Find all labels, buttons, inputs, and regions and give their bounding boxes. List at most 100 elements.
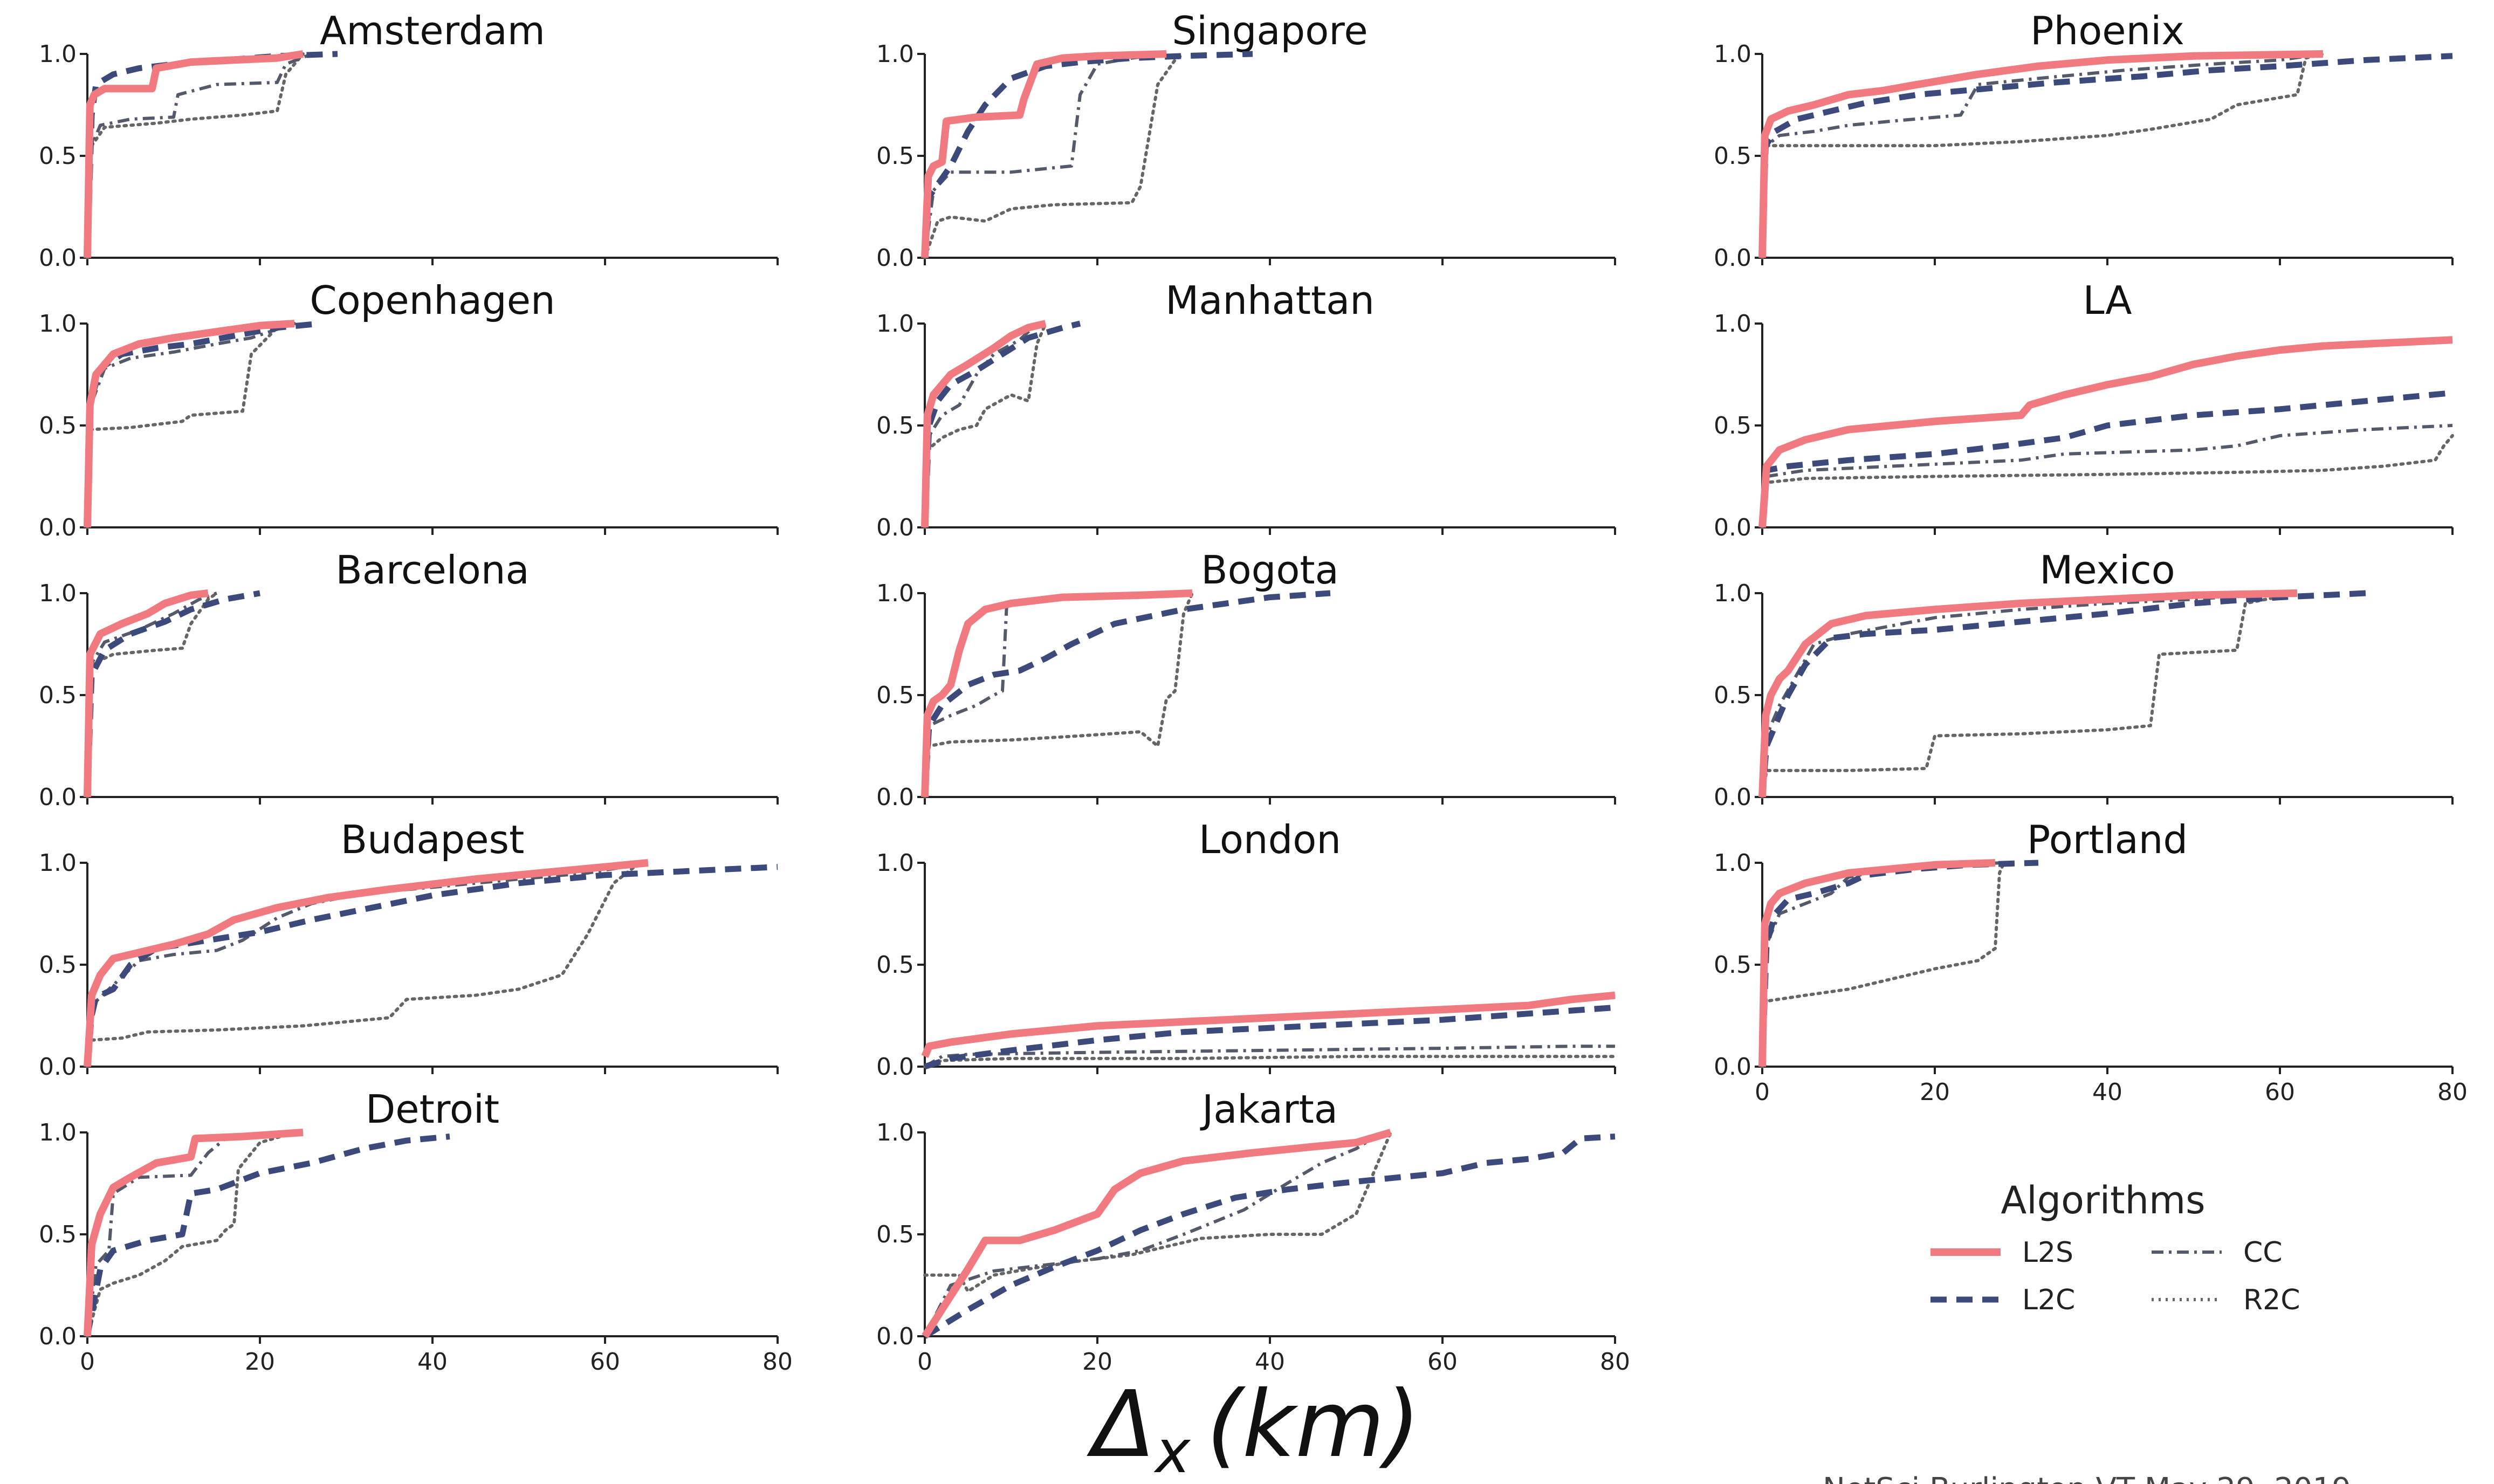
panel-portland: Portland 0.0 0.5 1.0 0 20 40 60 80 <box>1714 817 2468 1106</box>
y-tick-label-jakarta: 0.0 <box>876 1323 914 1350</box>
series-line-r2c-mexico <box>1761 592 2299 799</box>
y-tick-label-budapest: 0.0 <box>39 1053 77 1081</box>
x-tick-label-portland: 20 <box>1920 1078 1950 1106</box>
y-tick-label-singapore: 0.5 <box>876 142 914 170</box>
x-tick-label-jakarta: 80 <box>1600 1348 1630 1376</box>
panel-title-jakarta: Jakarta <box>1200 1087 1338 1132</box>
panel-title-detroit: Detroit <box>366 1087 499 1132</box>
x-tick-label-jakarta: 40 <box>1255 1348 1285 1376</box>
panel-phoenix: Phoenix 0.0 0.5 1.0 <box>1714 8 2454 272</box>
x-tick-label-detroit: 0 <box>80 1348 95 1376</box>
panel-la: LA 0.0 0.5 1.0 <box>1714 278 2454 541</box>
y-tick-label-mexico: 1.0 <box>1714 580 1751 607</box>
series-line-r2c-portland <box>1761 861 2005 1068</box>
series-line-l2s-portland <box>1758 859 1996 1067</box>
series-line-cc-amsterdam <box>86 52 313 258</box>
series-line-cc-phoenix <box>1761 52 2324 258</box>
panel-title-budapest: Budapest <box>341 817 525 862</box>
y-tick-label-copenhagen: 0.0 <box>39 514 77 541</box>
legend-label-cc: CC <box>2243 1236 2283 1269</box>
panel-amsterdam: Amsterdam 0.0 0.5 1.0 <box>39 8 779 272</box>
y-tick-label-barcelona: 0.5 <box>39 682 77 709</box>
series-line-l2c-detroit <box>84 1133 450 1337</box>
series-line-cc-manhattan <box>923 322 1039 528</box>
panel-title-mexico: Mexico <box>2039 547 2175 593</box>
series-line-r2c-la <box>1761 434 2454 529</box>
y-tick-label-amsterdam: 0.0 <box>39 244 77 272</box>
y-tick-label-detroit: 0.5 <box>39 1221 77 1248</box>
series-line-l2c-singapore <box>922 51 1253 258</box>
y-tick-label-phoenix: 1.0 <box>1714 40 1751 68</box>
panel-budapest: Budapest 0.0 0.5 1.0 <box>39 817 779 1081</box>
y-tick-label-barcelona: 1.0 <box>39 580 77 607</box>
panel-title-manhattan: Manhattan <box>1165 278 1375 323</box>
y-tick-label-manhattan: 0.0 <box>876 514 914 541</box>
series-line-l2c-jakarta <box>923 1133 1616 1339</box>
panel-title-la: LA <box>2083 278 2132 323</box>
series-line-l2c-la <box>1759 390 2453 528</box>
y-tick-label-bogota: 0.0 <box>876 784 914 811</box>
panel-title-copenhagen: Copenhagen <box>310 278 555 323</box>
legend-label-l2c: L2C <box>2022 1284 2075 1316</box>
y-tick-label-portland: 1.0 <box>1714 849 1751 877</box>
x-tick-label-portland: 0 <box>1755 1078 1770 1106</box>
series-line-l2s-london <box>921 991 1616 1058</box>
series-line-l2s-barcelona <box>84 589 209 798</box>
panel-title-singapore: Singapore <box>1172 8 1368 53</box>
series-line-l2c-portland <box>1759 860 2039 1067</box>
series-line-r2c-manhattan <box>923 322 1047 529</box>
series-line-l2c-mexico <box>1759 590 2367 798</box>
y-tick-label-amsterdam: 0.5 <box>39 142 77 170</box>
y-tick-label-la: 0.0 <box>1714 514 1751 541</box>
legend-label-r2c: R2C <box>2243 1284 2300 1316</box>
y-tick-label-copenhagen: 0.5 <box>39 412 77 439</box>
series-line-cc-portland <box>1761 861 2004 1067</box>
panel-london: London 0.0 0.5 1.0 <box>876 817 1617 1081</box>
panel-title-london: London <box>1199 817 1341 862</box>
series-line-cc-jakarta <box>923 1131 1383 1337</box>
series-line-l2c-manhattan <box>922 320 1081 528</box>
series-line-r2c-barcelona <box>86 592 218 799</box>
y-tick-label-singapore: 0.0 <box>876 244 914 272</box>
series-line-l2s-jakarta <box>922 1129 1392 1338</box>
x-tick-label-jakarta: 20 <box>1082 1348 1112 1376</box>
y-tick-label-london: 0.0 <box>876 1053 914 1081</box>
panel-title-bogota: Bogota <box>1201 547 1339 593</box>
series-line-l2c-amsterdam <box>84 51 338 258</box>
panels-layer: Amsterdam0.00.51.0Copenhagen0.00.51.0Bar… <box>39 8 2468 1376</box>
series-line-l2s-amsterdam <box>84 50 304 258</box>
x-tick-label-jakarta: 60 <box>1427 1348 1458 1376</box>
y-tick-label-mexico: 0.0 <box>1714 784 1751 811</box>
series-line-cc-barcelona <box>86 592 217 798</box>
y-tick-label-manhattan: 1.0 <box>876 310 914 338</box>
y-tick-label-budapest: 0.5 <box>39 951 77 979</box>
y-tick-label-budapest: 1.0 <box>39 849 77 877</box>
panel-copenhagen: Copenhagen 0.0 0.5 1.0 <box>39 278 779 541</box>
x-axis-label: Δx (km) <box>1087 1371 1420 1484</box>
series-line-l2c-phoenix <box>1759 53 2453 258</box>
y-tick-label-bogota: 0.5 <box>876 682 914 709</box>
y-tick-label-mexico: 0.5 <box>1714 682 1751 709</box>
panel-singapore: Singapore 0.0 0.5 1.0 <box>876 8 1616 272</box>
series-line-l2s-manhattan <box>921 320 1047 528</box>
y-tick-label-portland: 0.0 <box>1714 1053 1751 1081</box>
series-line-l2s-phoenix <box>1758 50 2324 258</box>
panel-barcelona: Barcelona 0.0 0.5 1.0 <box>39 547 779 811</box>
series-line-r2c-jakarta <box>923 1131 1392 1293</box>
y-tick-label-detroit: 0.0 <box>39 1323 77 1350</box>
series-line-l2s-copenhagen <box>84 320 295 528</box>
y-tick-label-london: 0.5 <box>876 951 914 979</box>
series-line-l2s-budapest <box>84 859 649 1067</box>
x-tick-label-portland: 40 <box>2092 1078 2122 1106</box>
panel-mexico: Mexico 0.0 0.5 1.0 <box>1714 547 2454 811</box>
series-line-r2c-copenhagen <box>86 322 296 529</box>
panel-jakarta: Jakarta 0.0 0.5 1.0 0 20 40 60 80 <box>876 1087 1630 1376</box>
series-line-cc-mexico <box>1761 592 2280 798</box>
series-line-l2c-london <box>924 1004 1616 1070</box>
series-line-r2c-singapore <box>923 52 1185 259</box>
x-tick-label-portland: 80 <box>2437 1078 2468 1106</box>
legend: Algorithms L2S CC L2C R2C <box>1930 1178 2300 1316</box>
x-tick-label-detroit: 80 <box>762 1348 793 1376</box>
series-line-r2c-phoenix <box>1761 52 2325 259</box>
